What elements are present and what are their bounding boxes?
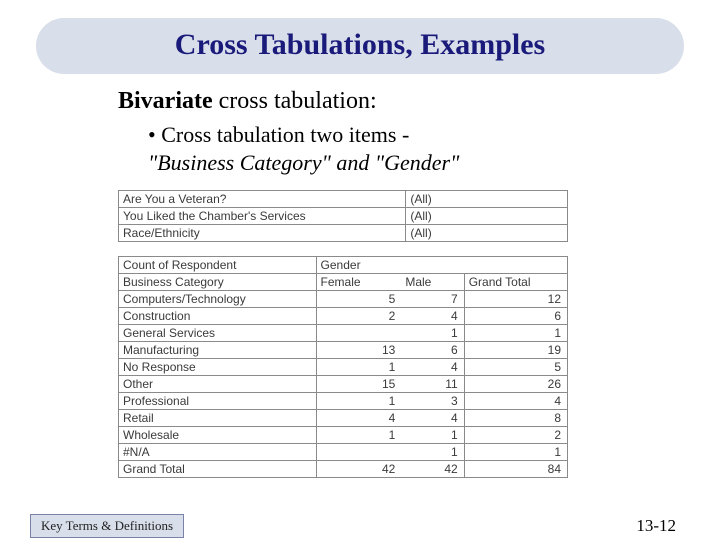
filter-label: Are You a Veteran? bbox=[119, 191, 406, 208]
key-terms-button[interactable]: Key Terms & Definitions bbox=[30, 514, 184, 538]
grand-total-female: 42 bbox=[316, 461, 401, 478]
col-grand-total: Grand Total bbox=[464, 274, 567, 291]
filter-row: Race/Ethnicity(All) bbox=[119, 225, 568, 242]
title-banner: Cross Tabulations, Examples bbox=[36, 18, 684, 74]
subtitle-bold: Bivariate bbox=[118, 88, 213, 114]
pivot-row: Wholesale112 bbox=[119, 427, 568, 444]
pivot-row-male: 11 bbox=[401, 376, 464, 393]
pivot-grand-total-row: Grand Total 42 42 84 bbox=[119, 461, 568, 478]
pivot-row: Construction246 bbox=[119, 308, 568, 325]
bullet-block: • Cross tabulation two items - "Business… bbox=[148, 121, 720, 176]
col-male: Male bbox=[401, 274, 464, 291]
grand-total-total: 84 bbox=[464, 461, 567, 478]
pivot-row-total: 5 bbox=[464, 359, 567, 376]
pivot-row-label: Construction bbox=[119, 308, 317, 325]
bullet-line-2: "Business Category" and "Gender" bbox=[148, 149, 720, 177]
pivot-row-male: 4 bbox=[401, 410, 464, 427]
pivot-row-female: 4 bbox=[316, 410, 401, 427]
content-area: Bivariate cross tabulation: • Cross tabu… bbox=[118, 88, 720, 176]
filter-label: Race/Ethnicity bbox=[119, 225, 406, 242]
col-group-label: Gender bbox=[316, 257, 401, 274]
page-number: 13-12 bbox=[636, 516, 676, 536]
pivot-row: Computers/Technology5712 bbox=[119, 291, 568, 308]
pivot-row-total: 12 bbox=[464, 291, 567, 308]
pivot-row-male: 1 bbox=[401, 427, 464, 444]
pivot-row-female bbox=[316, 444, 401, 461]
pivot-row-label: Retail bbox=[119, 410, 317, 427]
pivot-row-female: 2 bbox=[316, 308, 401, 325]
empty-cell bbox=[401, 257, 464, 274]
pivot-row: Other151126 bbox=[119, 376, 568, 393]
pivot-row-total: 4 bbox=[464, 393, 567, 410]
pivot-row: No Response145 bbox=[119, 359, 568, 376]
col-female: Female bbox=[316, 274, 401, 291]
pivot-row: General Services 11 bbox=[119, 325, 568, 342]
pivot-row-female: 1 bbox=[316, 393, 401, 410]
pivot-header-row-1: Count of Respondent Gender bbox=[119, 257, 568, 274]
bullet-line-1: • Cross tabulation two items - bbox=[148, 121, 720, 149]
pivot-row-label: Wholesale bbox=[119, 427, 317, 444]
pivot-row-total: 1 bbox=[464, 325, 567, 342]
pivot-row-label: #N/A bbox=[119, 444, 317, 461]
row-group-label: Business Category bbox=[119, 274, 317, 291]
pivot-row-label: Professional bbox=[119, 393, 317, 410]
pivot-row-male: 7 bbox=[401, 291, 464, 308]
count-label: Count of Respondent bbox=[119, 257, 317, 274]
pivot-row-female: 1 bbox=[316, 359, 401, 376]
pivot-row: Retail448 bbox=[119, 410, 568, 427]
pivot-row-female: 15 bbox=[316, 376, 401, 393]
pivot-header-row-2: Business Category Female Male Grand Tota… bbox=[119, 274, 568, 291]
pivot-row-male: 4 bbox=[401, 308, 464, 325]
subtitle: Bivariate cross tabulation: bbox=[118, 88, 720, 115]
filter-value: (All) bbox=[406, 225, 568, 242]
pivot-row: Professional134 bbox=[119, 393, 568, 410]
pivot-row-total: 19 bbox=[464, 342, 567, 359]
pivot-row-total: 6 bbox=[464, 308, 567, 325]
pivot-row-male: 3 bbox=[401, 393, 464, 410]
filter-value: (All) bbox=[406, 191, 568, 208]
pivot-row-total: 26 bbox=[464, 376, 567, 393]
empty-cell bbox=[464, 257, 567, 274]
slide-title: Cross Tabulations, Examples bbox=[36, 28, 684, 62]
pivot-row-total: 1 bbox=[464, 444, 567, 461]
grand-total-label: Grand Total bbox=[119, 461, 317, 478]
pivot-row-male: 1 bbox=[401, 325, 464, 342]
pivot-row-label: Computers/Technology bbox=[119, 291, 317, 308]
pivot-row-label: Other bbox=[119, 376, 317, 393]
grand-total-male: 42 bbox=[401, 461, 464, 478]
pivot-row-male: 4 bbox=[401, 359, 464, 376]
pivot-row-total: 2 bbox=[464, 427, 567, 444]
pivot-row-male: 6 bbox=[401, 342, 464, 359]
filter-table: Are You a Veteran?(All)You Liked the Cha… bbox=[118, 190, 568, 242]
pivot-row-label: General Services bbox=[119, 325, 317, 342]
tables-container: Are You a Veteran?(All)You Liked the Cha… bbox=[118, 190, 568, 478]
pivot-row-male: 1 bbox=[401, 444, 464, 461]
pivot-row-female: 5 bbox=[316, 291, 401, 308]
pivot-row-label: Manufacturing bbox=[119, 342, 317, 359]
filter-value: (All) bbox=[406, 208, 568, 225]
pivot-row-label: No Response bbox=[119, 359, 317, 376]
pivot-row-total: 8 bbox=[464, 410, 567, 427]
pivot-row: Manufacturing13619 bbox=[119, 342, 568, 359]
pivot-row-female: 13 bbox=[316, 342, 401, 359]
filter-row: Are You a Veteran?(All) bbox=[119, 191, 568, 208]
pivot-row: #N/A 11 bbox=[119, 444, 568, 461]
filter-label: You Liked the Chamber's Services bbox=[119, 208, 406, 225]
pivot-table: Count of Respondent Gender Business Cate… bbox=[118, 256, 568, 478]
pivot-row-female bbox=[316, 325, 401, 342]
pivot-row-female: 1 bbox=[316, 427, 401, 444]
subtitle-rest: cross tabulation: bbox=[213, 88, 377, 114]
filter-row: You Liked the Chamber's Services(All) bbox=[119, 208, 568, 225]
